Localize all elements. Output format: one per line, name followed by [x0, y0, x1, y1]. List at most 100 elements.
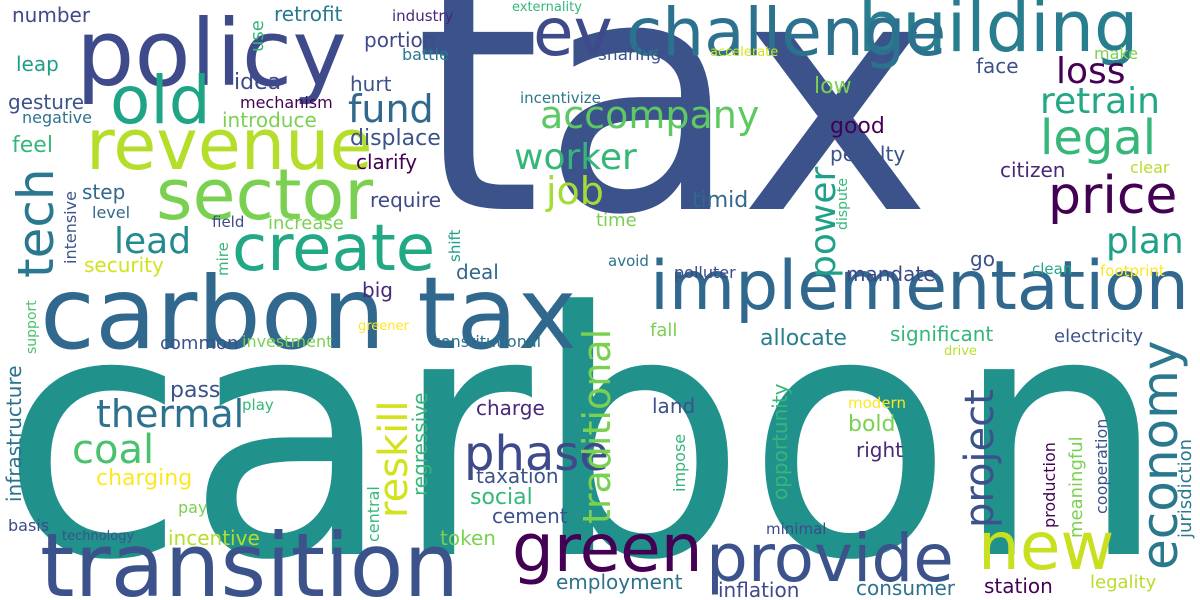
word-land: land: [652, 394, 696, 418]
word-old: old: [110, 62, 211, 139]
word-sharing: sharing: [598, 45, 662, 65]
word-displace: displace: [350, 126, 441, 151]
word-require: require: [370, 188, 442, 212]
word-minimal: minimal: [766, 520, 827, 538]
word-negative: negative: [22, 108, 92, 127]
word-externality: externality: [512, 0, 582, 15]
word-leap: leap: [16, 52, 59, 76]
word-big: big: [362, 278, 393, 302]
word-security: security: [84, 253, 164, 277]
word-clean: clean: [1032, 260, 1073, 278]
word-feel: feel: [12, 133, 53, 158]
word-accelerate: accelerate: [710, 45, 779, 60]
word-create: create: [232, 212, 436, 286]
word-technology: technology: [62, 529, 135, 544]
word-building: building: [858, 0, 1139, 68]
word-legality: legality: [1090, 572, 1157, 593]
word-revenue: revenue: [86, 104, 373, 186]
word-taxation: taxation: [476, 464, 559, 488]
word-play: play: [242, 396, 274, 414]
word-face: face: [976, 54, 1019, 78]
word-common: common: [160, 333, 239, 354]
word-mechanism: mechanism: [240, 93, 333, 112]
word-investment: investment: [242, 332, 333, 351]
word-price: price: [1048, 166, 1178, 226]
word-shift: shift: [446, 229, 464, 262]
word-mire: mire: [214, 242, 232, 276]
word-make: make: [1094, 44, 1138, 63]
word-project: project: [957, 389, 1003, 528]
word-opportunity: opportunity: [768, 383, 792, 500]
word-challenge: challenge: [626, 0, 947, 71]
word-clear: clear: [1130, 158, 1170, 177]
word-pay: pay: [178, 498, 208, 517]
word-tech: tech: [7, 168, 65, 278]
word-support: support: [24, 300, 40, 354]
word-plan: plan: [1106, 221, 1184, 262]
word-implementation: implementation: [650, 247, 1189, 326]
word-greener: greener: [358, 319, 409, 334]
word-charge: charge: [476, 396, 545, 420]
word-transition: transition: [40, 514, 460, 600]
word-drive: drive: [944, 344, 977, 359]
word-cement: cement: [492, 504, 568, 528]
word-idea: idea: [234, 70, 282, 95]
word-new: new: [978, 508, 1115, 585]
word-basis: basis: [8, 516, 50, 535]
word-provide: provide: [706, 520, 954, 597]
word-meaningful: meaningful: [1066, 436, 1087, 538]
word-sector: sector: [156, 154, 374, 236]
word-timid: timid: [692, 188, 749, 213]
word-consumer: consumer: [856, 576, 956, 600]
word-central: central: [364, 486, 383, 542]
word-ev: ev: [533, 0, 613, 71]
word-fund: fund: [348, 87, 434, 131]
word-regressive: regressive: [408, 392, 432, 496]
word-legal: legal: [1040, 110, 1157, 166]
word-inflation: inflation: [718, 578, 800, 600]
word-thermal: thermal: [96, 392, 245, 436]
word-footprint: footprint: [1100, 262, 1165, 280]
word-allocate: allocate: [760, 326, 847, 351]
word-penalty: penalty: [830, 142, 906, 166]
word-employment: employment: [556, 570, 683, 594]
word-portion: portion: [364, 28, 436, 52]
word-deal: deal: [456, 260, 499, 284]
word-mandate: mandate: [846, 262, 936, 286]
word-step: step: [82, 180, 126, 204]
word-phase: phase: [464, 426, 609, 482]
word-pass: pass: [170, 378, 221, 403]
word-avoid: avoid: [608, 252, 649, 270]
word-jurisdiction: jurisdiction: [1175, 439, 1196, 538]
word-low: low: [814, 74, 852, 99]
word-carbon: carbon: [0, 240, 1168, 600]
word-accompany: accompany: [540, 93, 760, 137]
word-infrastructure: infrastructure: [2, 365, 26, 502]
word-lead: lead: [114, 221, 192, 262]
word-time: time: [596, 210, 637, 231]
word-increase: increase: [268, 213, 344, 234]
word-industry: industry: [392, 7, 454, 25]
word-impose: impose: [670, 433, 689, 492]
word-policy: policy: [76, 0, 347, 107]
word-coal: coal: [72, 427, 155, 473]
word-station: station: [984, 574, 1053, 598]
word-incentive: incentive: [168, 526, 260, 550]
word-significant: significant: [890, 322, 994, 346]
word-number: number: [12, 3, 91, 27]
word-cooperation: cooperation: [1092, 418, 1111, 514]
word-retrofit: retrofit: [274, 2, 343, 26]
word-worker: worker: [514, 137, 637, 178]
word-token: token: [440, 526, 496, 550]
word-field: field: [212, 213, 245, 231]
word-hurt: hurt: [350, 72, 392, 96]
word-fall: fall: [650, 320, 678, 341]
word-social: social: [470, 485, 533, 510]
word-citizen: citizen: [1000, 158, 1066, 182]
word-tax: tax: [414, 0, 932, 286]
word-use: use: [247, 20, 268, 52]
word-incentivize: incentivize: [520, 89, 601, 107]
word-polluter: polluter: [674, 263, 736, 282]
word-gesture: gesture: [8, 90, 85, 114]
